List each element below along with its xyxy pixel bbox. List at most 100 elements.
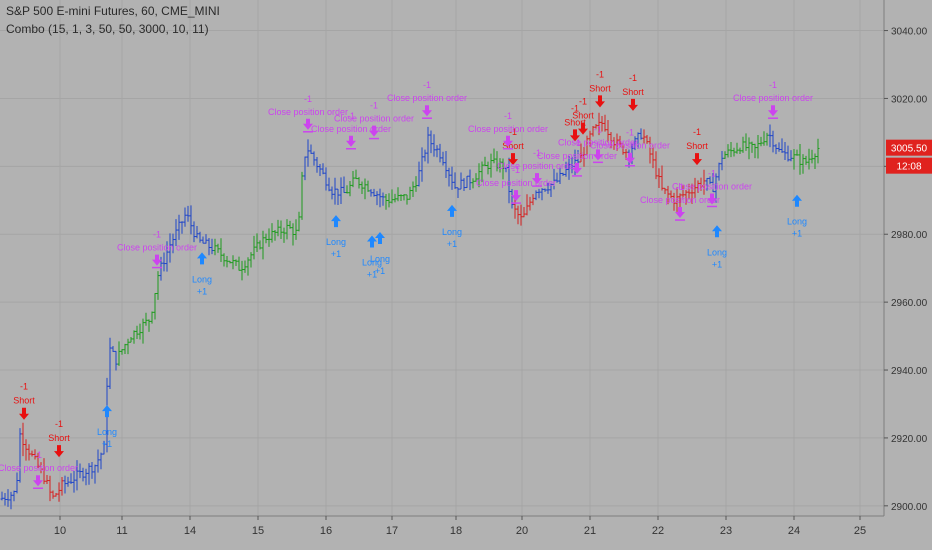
long-signal-label: Long [326, 237, 346, 247]
price-axis[interactable] [884, 0, 932, 550]
price-axis-label: 3020.00 [891, 94, 928, 105]
close-arrow-icon[interactable] [593, 149, 603, 161]
close-signal-label: Close position order [733, 93, 813, 103]
time-axis-label: 10 [54, 525, 66, 537]
study-label[interactable]: Combo (15, 1, 3, 50, 50, 3000, 10, 11) [6, 22, 209, 36]
close-arrow-icon[interactable] [422, 105, 432, 117]
price-axis-label: 2960.00 [891, 298, 928, 309]
short-arrow-icon[interactable] [595, 95, 605, 108]
close-arrow-icon[interactable] [625, 152, 635, 164]
short-signal-label: Short [686, 141, 708, 151]
long-arrow-icon[interactable] [197, 252, 207, 265]
close-arrow-icon[interactable] [33, 475, 43, 487]
time-axis-label: 11 [116, 525, 127, 537]
close-signal-qty: -1 [708, 168, 716, 178]
long-arrow-icon[interactable] [712, 225, 722, 238]
price-axis-label: 3040.00 [891, 27, 928, 38]
long-arrow-icon[interactable] [102, 405, 112, 418]
time-axis-label: 23 [720, 525, 732, 537]
close-signal-label: Close position order [0, 463, 78, 473]
time-axis-label: 17 [386, 525, 398, 537]
long-signal-label: Long [370, 254, 390, 264]
close-signal-label: Close position order [537, 151, 617, 161]
close-arrow-icon[interactable] [152, 254, 162, 266]
close-arrow-icon[interactable] [369, 125, 379, 137]
short-arrow-icon[interactable] [628, 98, 638, 111]
short-signal-label: Short [622, 87, 644, 97]
short-signal-qty: -1 [509, 127, 517, 137]
short-arrow-icon[interactable] [54, 445, 64, 458]
short-arrow-icon[interactable] [508, 153, 518, 166]
close-signal-qty: -1 [304, 94, 312, 104]
close-signal-qty: -1 [347, 111, 355, 121]
close-arrow-icon[interactable] [572, 162, 582, 174]
short-arrow-icon[interactable] [692, 153, 702, 166]
close-signal-label: Close position order [590, 141, 670, 151]
close-arrow-icon[interactable] [503, 135, 513, 147]
close-signal-qty: -1 [573, 138, 581, 148]
long-arrow-icon[interactable] [331, 215, 341, 228]
long-signal-qty: +1 [792, 229, 802, 239]
long-signal-qty: +1 [375, 266, 385, 276]
close-signal-label: Close position order [117, 243, 197, 253]
last-price-value: 3005.50 [891, 144, 928, 155]
long-arrow-icon[interactable] [792, 194, 802, 207]
long-arrow-icon[interactable] [447, 204, 457, 217]
long-signal-label: Long [192, 274, 212, 284]
long-arrow-icon[interactable] [367, 235, 377, 248]
long-signal-label: Long [707, 247, 727, 257]
close-signal-label: Close position order [640, 195, 720, 205]
close-signal-qty: -1 [370, 101, 378, 111]
long-signal-qty: +1 [712, 259, 722, 269]
time-axis[interactable] [0, 516, 884, 550]
short-signal-label: Short [13, 396, 35, 406]
close-signal-qty: -1 [153, 230, 161, 240]
short-arrow-icon[interactable] [578, 122, 588, 135]
close-arrow-icon[interactable] [303, 118, 313, 130]
close-signal-qty: -1 [423, 80, 431, 90]
time-axis-label: 16 [320, 525, 332, 537]
close-signal-qty: -1 [676, 182, 684, 192]
short-signal-qty: -1 [579, 97, 587, 107]
last-price-badge [886, 139, 932, 156]
close-signal-qty: -1 [504, 111, 512, 121]
close-arrow-icon[interactable] [675, 207, 685, 219]
close-signal-label: Close position order [268, 107, 348, 117]
long-arrow-icon[interactable] [375, 232, 385, 245]
close-signal-label: Close position order [558, 137, 638, 147]
bar-countdown-value: 12:08 [896, 162, 921, 173]
time-axis-label: 18 [450, 525, 462, 537]
short-arrow-icon[interactable] [19, 407, 29, 420]
close-arrow-icon[interactable] [511, 190, 521, 202]
short-signal-label: Short [502, 141, 524, 151]
short-arrow-icon[interactable] [570, 129, 580, 142]
short-signal-qty: -1 [693, 127, 701, 137]
close-arrow-icon[interactable] [346, 135, 356, 147]
close-arrow-icon[interactable] [768, 105, 778, 117]
time-axis-label: 25 [854, 525, 866, 537]
short-signal-label: Short [572, 111, 594, 121]
long-signal-label: Long [97, 427, 117, 437]
time-axis-label: 21 [584, 525, 596, 537]
close-signal-label: Close position order [672, 181, 752, 191]
close-arrow-icon[interactable] [532, 173, 542, 185]
short-signal-label: Short [48, 433, 70, 443]
close-signal-label: Close position order [334, 114, 414, 124]
short-signal-qty: -1 [571, 103, 579, 113]
close-signal-label: Close position order [311, 124, 391, 134]
close-signal-label: Close position order [476, 178, 556, 188]
time-axis-label: 22 [652, 525, 664, 537]
price-axis-label: 2900.00 [891, 502, 928, 513]
time-axis-label: 24 [788, 525, 800, 537]
close-arrow-icon[interactable] [707, 193, 717, 205]
long-signal-label: Long [787, 217, 807, 227]
bar-countdown-badge [886, 157, 932, 174]
plot-background [0, 0, 884, 516]
long-signal-qty: +1 [331, 249, 341, 259]
short-signal-qty: -1 [55, 419, 63, 429]
close-signal-qty: -1 [594, 124, 602, 134]
long-signal-qty: +1 [197, 286, 207, 296]
close-signal-label: Close position order [468, 124, 548, 134]
